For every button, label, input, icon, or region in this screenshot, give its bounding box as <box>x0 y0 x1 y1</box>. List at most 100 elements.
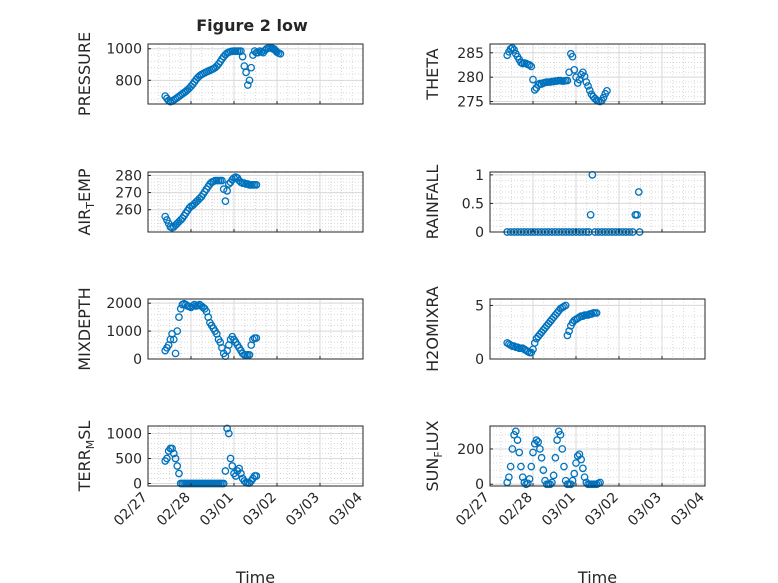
data-point <box>577 455 586 464</box>
data-point <box>221 467 230 475</box>
y-axis-label: AIRTEMP <box>75 168 97 235</box>
data-point <box>527 62 536 71</box>
data-point <box>511 427 520 436</box>
y-tick-label: 280 <box>457 70 484 86</box>
data-point <box>570 66 579 74</box>
y-tick-label: 1000 <box>106 427 142 443</box>
data-point <box>515 448 524 457</box>
y-tick-label: 0 <box>475 225 484 241</box>
subplot-rainfall: 0 0.5 1 RAINFALL <box>423 165 706 241</box>
figure-title: Figure 2 low <box>196 16 308 35</box>
y-tick-label: 0 <box>133 352 142 368</box>
data-point <box>505 473 513 482</box>
data-point <box>534 438 543 446</box>
y-tick-label: 200 <box>457 442 484 458</box>
data-point <box>176 304 185 313</box>
data-point <box>561 301 570 310</box>
y-tick-label: 285 <box>457 46 484 62</box>
data-point <box>243 81 252 89</box>
y-tick-label: 275 <box>457 95 484 111</box>
data-point <box>188 302 197 310</box>
data-point <box>579 68 587 77</box>
subplot-pressure: 800 1000 PRESSURE <box>75 32 364 116</box>
data-point <box>579 464 587 473</box>
data-point <box>585 86 594 95</box>
data-point <box>237 469 245 478</box>
subplot-sun-flux: 0 200 SUNFLUX 02/27 02/28 03/01 03/02 03/03 03/0… <box>423 420 708 583</box>
axes-box <box>147 298 364 360</box>
data-point <box>575 75 584 84</box>
y-axis-label: TERRMSL <box>75 421 97 493</box>
data-point <box>546 480 555 489</box>
data-point <box>529 448 537 457</box>
x-tick-label: 03/02 <box>582 490 622 530</box>
data-point <box>238 349 247 358</box>
y-tick-label: 1000 <box>106 42 142 58</box>
y-tick-label: 270 <box>115 186 142 202</box>
data-point <box>525 61 534 69</box>
data-point <box>558 445 567 453</box>
x-tick-label: 02/27 <box>453 490 493 530</box>
data-point <box>532 436 541 444</box>
data-point <box>563 331 572 340</box>
data-point <box>582 78 591 86</box>
data-point <box>530 339 539 347</box>
axes-box <box>489 43 706 105</box>
data-point <box>245 350 254 359</box>
data-point <box>523 479 532 488</box>
x-tick-label: 03/03 <box>283 490 323 530</box>
data-point <box>586 211 595 219</box>
axes-box <box>489 298 706 360</box>
data-point <box>508 445 517 453</box>
y-axis-label: MIXDEPTH <box>75 287 94 370</box>
data-point <box>276 49 285 58</box>
y-axis-label: RAINFALL <box>423 165 442 240</box>
subplot-terr-msl: 0 500 1000 TERRMSL 02/27 02/28 03/01 03/02 03/03… <box>75 421 366 583</box>
data-point <box>599 93 608 102</box>
data-point <box>163 454 171 463</box>
data-point <box>252 334 261 342</box>
data-point <box>169 449 178 458</box>
data-point <box>551 453 560 462</box>
data-point <box>175 469 183 478</box>
data-point <box>252 472 261 480</box>
y-tick-label: 0 <box>475 477 484 493</box>
y-tick-label: 5 <box>475 298 484 314</box>
data-point <box>568 52 577 61</box>
data-point <box>529 75 537 84</box>
y-axis-label: THETA <box>423 48 442 100</box>
data-point <box>169 335 178 344</box>
data-point <box>171 349 180 358</box>
axes-box <box>489 171 706 233</box>
data-point <box>224 429 233 438</box>
data-point <box>221 197 230 205</box>
x-tick-label: 02/27 <box>111 490 151 530</box>
data-point <box>563 76 572 85</box>
data-point <box>556 430 565 439</box>
data-point <box>570 469 579 478</box>
data-point <box>549 471 558 480</box>
data-point <box>219 479 228 488</box>
y-tick-label: 800 <box>115 73 142 89</box>
axes-box <box>147 425 364 487</box>
data-point <box>226 454 235 463</box>
subplot-theta: 275 280 285 THETA <box>423 43 706 111</box>
data-point <box>508 44 517 52</box>
y-tick-label: 280 <box>115 168 142 184</box>
data-point <box>252 181 261 189</box>
data-point <box>218 176 226 185</box>
x-axis-label: Time <box>235 568 275 583</box>
data-point <box>173 327 182 335</box>
axes-box <box>147 171 364 233</box>
x-tick-label: 02/28 <box>496 490 536 530</box>
data-point <box>525 475 534 483</box>
data-point <box>603 86 611 95</box>
data-point <box>245 76 254 85</box>
data-point <box>527 462 536 471</box>
data-point <box>190 300 199 309</box>
y-tick-label: 500 <box>115 452 142 468</box>
axes-box <box>489 425 706 487</box>
